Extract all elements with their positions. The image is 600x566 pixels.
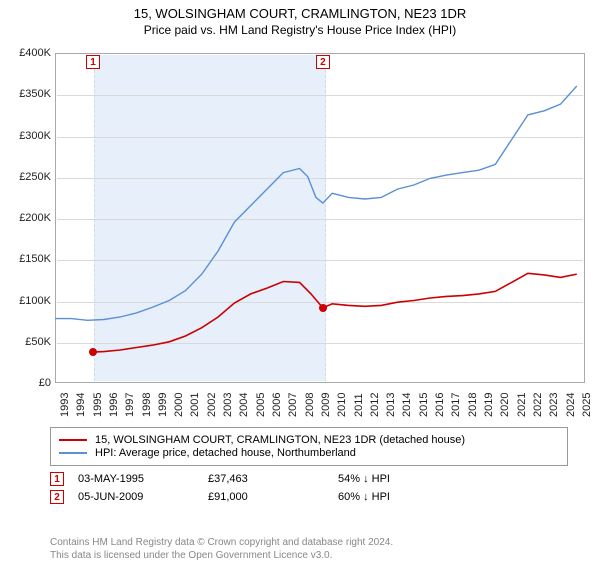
x-axis-label: 2019	[483, 393, 495, 417]
legend: 15, WOLSINGHAM COURT, CRAMLINGTON, NE23 …	[50, 427, 568, 466]
y-axis-label: £200K	[7, 212, 51, 224]
x-axis-label: 1993	[59, 393, 71, 417]
x-axis-label: 2014	[401, 393, 413, 417]
sale-price: £91,000	[208, 491, 338, 503]
sales-table: 1 03-MAY-1995£37,46354% ↓ HPI 2 05-JUN-2009…	[50, 472, 600, 504]
chart-area: £0 £50K £100K £150K £200K £250K £300K £350K £400…	[5, 43, 595, 423]
chart-lines	[55, 53, 585, 383]
x-axis-label: 2002	[206, 393, 218, 417]
x-axis-label: 2004	[238, 393, 250, 417]
sale-pct-vs-hpi: 54% ↓ HPI	[338, 473, 468, 485]
x-axis-label: 2010	[336, 393, 348, 417]
legend-swatch	[59, 452, 87, 454]
sale-marker-icon: 1	[50, 472, 64, 486]
sale-date: 05-JUN-2009	[78, 491, 208, 503]
x-axis-label: 2015	[418, 393, 430, 417]
x-axis-label: 2000	[173, 393, 185, 417]
chart-title: 15, WOLSINGHAM COURT, CRAMLINGTON, NE23 …	[0, 6, 600, 21]
x-axis-label: 1994	[75, 393, 87, 417]
x-axis-label: 2005	[255, 393, 267, 417]
footer-line-1: Contains HM Land Registry data © Crown c…	[50, 536, 393, 549]
x-axis-label: 2011	[353, 393, 365, 417]
sale-row: 1 03-MAY-1995£37,46354% ↓ HPI	[50, 472, 600, 486]
footer-line-2: This data is licensed under the Open Gov…	[50, 549, 393, 562]
y-axis-label: £350K	[7, 88, 51, 100]
y-axis-label: £250K	[7, 171, 51, 183]
x-axis-label: 2008	[304, 393, 316, 417]
legend-row: 15, WOLSINGHAM COURT, CRAMLINGTON, NE23 …	[59, 434, 559, 446]
x-axis-label: 2007	[287, 393, 299, 417]
x-axis-label: 2009	[320, 393, 332, 417]
x-axis-label: 2012	[369, 393, 381, 417]
sale-dot-2	[319, 304, 327, 312]
x-axis-label: 2025	[581, 393, 593, 417]
sale-marker-1: 1	[86, 55, 100, 69]
footer-attribution: Contains HM Land Registry data © Crown c…	[50, 536, 393, 562]
chart-subtitle: Price paid vs. HM Land Registry's House …	[0, 23, 600, 37]
y-axis-label: £150K	[7, 253, 51, 265]
sale-marker-icon: 2	[50, 490, 64, 504]
x-axis-label: 2024	[565, 393, 577, 417]
x-axis-label: 2013	[385, 393, 397, 417]
y-axis-label: £300K	[7, 130, 51, 142]
x-axis-label: 1995	[92, 393, 104, 417]
x-axis-label: 2003	[222, 393, 234, 417]
x-axis-label: 2022	[532, 393, 544, 417]
x-axis-label: 2016	[434, 393, 446, 417]
legend-swatch	[59, 439, 87, 441]
x-axis-label: 1999	[157, 393, 169, 417]
y-axis-label: £0	[7, 377, 51, 389]
legend-label: 15, WOLSINGHAM COURT, CRAMLINGTON, NE23 …	[95, 434, 465, 446]
sale-pct-vs-hpi: 60% ↓ HPI	[338, 491, 468, 503]
series-price	[93, 273, 577, 352]
x-axis-label: 1997	[124, 393, 136, 417]
x-axis-label: 2021	[516, 393, 528, 417]
x-axis-label: 1998	[141, 393, 153, 417]
legend-row: HPI: Average price, detached house, Nort…	[59, 447, 559, 459]
sale-date: 03-MAY-1995	[78, 473, 208, 485]
x-axis-label: 1996	[108, 393, 120, 417]
y-axis-label: £400K	[7, 47, 51, 59]
legend-label: HPI: Average price, detached house, Nort…	[95, 447, 356, 459]
x-axis-label: 2001	[189, 393, 201, 417]
sale-price: £37,463	[208, 473, 338, 485]
series-hpi	[55, 86, 577, 320]
x-axis-label: 2020	[499, 393, 511, 417]
sale-row: 2 05-JUN-2009£91,00060% ↓ HPI	[50, 490, 600, 504]
sale-dot-1	[89, 348, 97, 356]
sale-marker-2: 2	[316, 55, 330, 69]
x-axis-label: 2018	[467, 393, 479, 417]
x-axis-label: 2006	[271, 393, 283, 417]
x-axis-label: 2017	[450, 393, 462, 417]
y-axis-label: £50K	[7, 336, 51, 348]
y-axis-label: £100K	[7, 295, 51, 307]
x-axis-label: 2023	[548, 393, 560, 417]
